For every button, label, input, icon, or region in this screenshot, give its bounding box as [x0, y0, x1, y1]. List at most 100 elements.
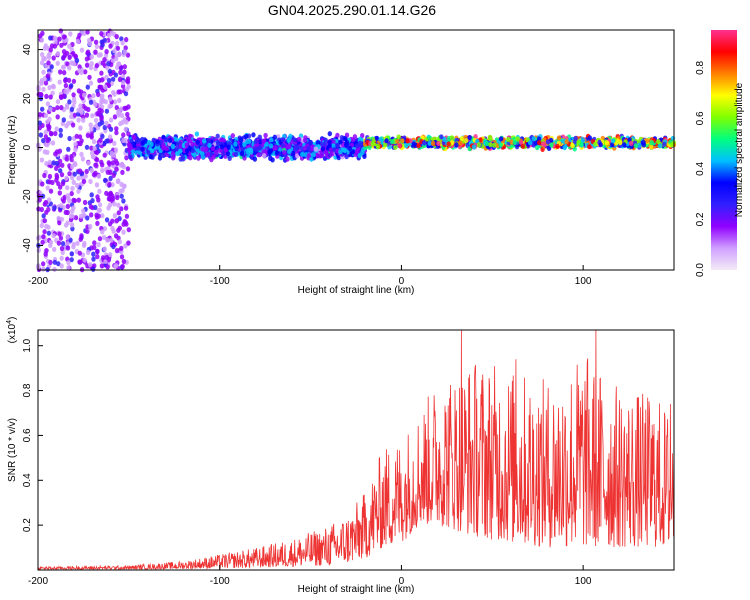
y-tick-label: -40 — [22, 238, 33, 253]
spectrogram-cell — [132, 142, 137, 148]
spectrogram-cell — [170, 143, 176, 150]
spectrogram-cell — [69, 106, 75, 112]
spectrogram-cell — [105, 65, 110, 71]
spectrogram-cell — [93, 204, 98, 211]
spectrogram-cell — [286, 144, 292, 150]
spectrogram-cell — [110, 76, 116, 82]
spectrogram-cell — [88, 262, 93, 268]
spectrogram-cell — [61, 54, 66, 61]
spectrogram-cell — [115, 45, 121, 51]
spectrogram-cell — [293, 143, 299, 150]
spectrogram-cell — [100, 77, 105, 83]
spectrogram-cell — [76, 188, 81, 194]
spectrogram-cell — [60, 64, 66, 70]
spectrogram-cell — [180, 154, 186, 161]
spectrogram-cell — [89, 133, 94, 139]
spectrogram-ylabel: Frequency (Hz) — [7, 116, 18, 185]
spectrogram-cell — [69, 153, 74, 160]
spectrogram-cell — [136, 145, 141, 151]
spectrogram-cell — [69, 191, 74, 197]
spectrogram-cell — [85, 249, 91, 255]
spectrogram-cell — [104, 108, 110, 114]
spectrogram-cell — [106, 82, 112, 88]
spectrogram-cell — [357, 140, 363, 146]
spectrogram-cell — [116, 51, 122, 57]
spectrogram-cell — [261, 138, 266, 144]
spectrogram-cell — [90, 113, 95, 119]
spectrogram-cell — [132, 135, 137, 141]
spectrogram-cell — [116, 108, 122, 114]
spectrogram-cell — [306, 145, 311, 152]
spectrogram-cell — [347, 145, 352, 151]
spectrogram-cell — [71, 96, 77, 102]
spectrogram-cell — [248, 147, 254, 153]
spectrogram-cell — [120, 40, 125, 46]
spectrogram-cell — [587, 135, 592, 141]
spectrogram-cell — [37, 120, 43, 126]
spectrogram-cell — [51, 106, 56, 113]
spectrogram-cell — [335, 142, 340, 148]
spectrogram-cell — [43, 112, 49, 118]
spectrogram-cell — [95, 220, 100, 226]
spectrogram-cell — [107, 68, 113, 74]
spectrogram-cell — [88, 80, 94, 86]
spectrogram-cell — [90, 198, 95, 204]
spectrogram-cell — [274, 150, 280, 156]
spectrogram-cell — [117, 97, 122, 104]
spectrogram-cell — [70, 185, 75, 192]
spectrogram-cell — [545, 139, 551, 145]
spectrogram-cell — [375, 143, 381, 150]
spectrogram-cell — [41, 261, 46, 267]
spectrogram-cell — [125, 111, 130, 118]
spectrogram-cell — [161, 145, 166, 151]
spectrogram-cell — [123, 138, 128, 144]
spectrogram-cell — [109, 150, 114, 156]
spectrogram-cell — [45, 185, 50, 191]
spectrogram-cell — [187, 133, 193, 139]
spectrogram-cell — [397, 142, 402, 148]
spectrogram-cell — [257, 145, 262, 151]
spectrogram-cell — [194, 131, 200, 137]
spectrogram-cell — [200, 146, 205, 152]
spectrogram-cell — [488, 142, 493, 148]
spectrogram-cell — [61, 70, 67, 76]
spectrogram-cell — [99, 263, 105, 269]
spectrogram-cell — [405, 138, 410, 144]
spectrogram-cell — [47, 85, 52, 91]
spectrogram-cell — [116, 112, 121, 118]
spectrogram-cell — [117, 225, 123, 231]
spectrogram-cell — [121, 132, 126, 138]
spectrogram-cell — [233, 141, 238, 147]
spectrogram-cell — [48, 47, 53, 53]
spectrogram-cell — [467, 134, 472, 141]
spectrogram-cell — [292, 137, 297, 143]
spectrogram-cell — [339, 135, 344, 141]
spectrogram-cell — [79, 69, 84, 75]
spectrogram-cell — [114, 126, 119, 132]
snr-xlabel: Height of straight line (km) — [298, 584, 415, 595]
spectrogram-cell — [59, 263, 64, 269]
spectrogram-cell — [122, 64, 128, 70]
spectrogram-cell — [80, 156, 86, 162]
spectrogram-cell — [77, 168, 83, 174]
spectrogram-cell — [91, 93, 96, 99]
spectrogram-cell — [107, 103, 112, 109]
spectrogram-cell — [56, 215, 61, 221]
spectrogram-cell — [41, 86, 46, 92]
spectrogram-cell — [296, 136, 302, 142]
spectrogram-cell — [512, 139, 517, 146]
spectrogram-cell — [86, 106, 91, 113]
spectrogram-cell — [93, 117, 99, 123]
spectrogram-cell — [130, 148, 135, 154]
spectrogram-cell — [73, 147, 78, 153]
spectrogram-cell — [117, 239, 123, 245]
spectrogram-cell — [205, 151, 211, 157]
spectrogram-cell — [357, 152, 362, 158]
spectrogram-cell — [201, 138, 207, 144]
spectrogram-cell — [107, 182, 112, 188]
spectrogram-cell — [88, 122, 93, 128]
spectrogram-cell — [98, 52, 104, 58]
spectrogram-cell — [43, 134, 49, 140]
spectrogram-cell — [122, 105, 127, 111]
spectrogram-cell — [84, 112, 90, 118]
